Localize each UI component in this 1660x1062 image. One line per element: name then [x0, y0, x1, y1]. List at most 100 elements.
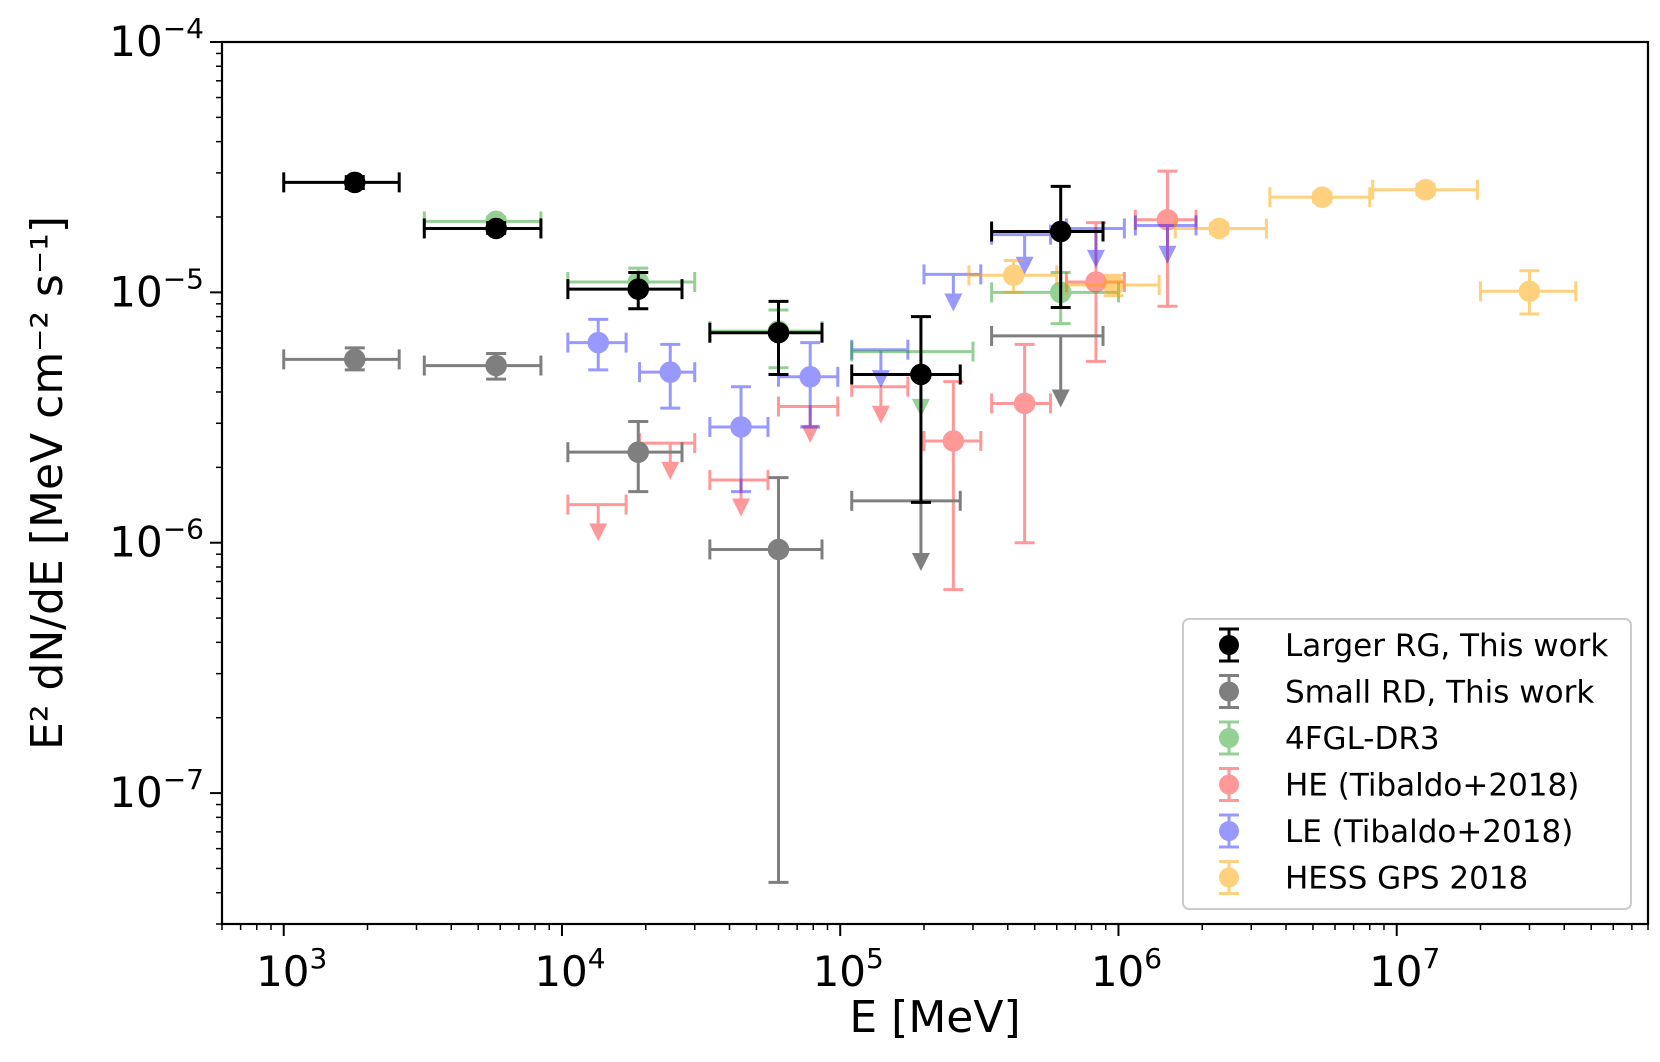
- legend-label: Small RD, This work: [1285, 675, 1594, 711]
- data-point: [1518, 280, 1541, 303]
- data-point: [1208, 217, 1230, 240]
- data-point: [910, 363, 932, 386]
- data-point-group: [1064, 218, 1126, 268]
- data-point: [1311, 186, 1334, 208]
- series-4: [566, 215, 1198, 494]
- legend-item: LE (Tibaldo+2018): [1219, 813, 1573, 850]
- data-point-group: [422, 217, 543, 240]
- data-point-group: [922, 380, 983, 592]
- upper-limit-arrow: [944, 293, 963, 312]
- data-point-group: [566, 419, 684, 494]
- data-point-group: [566, 494, 628, 542]
- data-point: [1013, 392, 1036, 415]
- legend-item: HE (Tibaldo+2018): [1219, 767, 1579, 804]
- data-point-group: [776, 396, 840, 443]
- upper-limit-arrow: [1158, 245, 1177, 264]
- data-point: [1085, 271, 1107, 293]
- y-axis-label: E² dN/dE [MeV cm⁻² s⁻¹]: [22, 216, 73, 750]
- data-point-group: [1064, 273, 1161, 298]
- data-point-group: [776, 341, 840, 429]
- upper-limit-arrow: [732, 498, 751, 517]
- data-point-group: [566, 271, 684, 311]
- data-point-group: [708, 299, 824, 376]
- data-point-group: [638, 342, 697, 410]
- x-tick-label: 103: [256, 942, 327, 996]
- data-point-group: [566, 317, 628, 372]
- x-tick-label: 106: [1091, 942, 1162, 996]
- data-point-group: [708, 385, 770, 494]
- data-point: [730, 416, 752, 438]
- upper-limit-arrow: [871, 405, 890, 424]
- data-point-group: [1133, 169, 1198, 308]
- legend-box: [1182, 618, 1632, 910]
- data-point: [659, 361, 682, 383]
- data-point: [344, 348, 366, 371]
- y-tick-label: 10−4: [109, 12, 204, 66]
- data-point: [1049, 220, 1072, 243]
- series-5: [967, 178, 1578, 316]
- legend-item: 4FGL-DR3: [1219, 720, 1440, 757]
- data-point: [587, 331, 609, 354]
- legend-marker: [1219, 627, 1239, 663]
- data-point: [1102, 274, 1125, 296]
- data-point: [799, 366, 821, 388]
- data-point: [767, 321, 790, 344]
- upper-limit-arrow: [1051, 389, 1070, 408]
- legend-marker: [1219, 674, 1239, 709]
- legend-marker: [1219, 767, 1239, 802]
- data-point: [485, 354, 507, 377]
- data-point: [1414, 178, 1437, 201]
- y-tick-label: 10−7: [109, 763, 204, 817]
- upper-limit-arrow: [801, 424, 820, 443]
- x-tick-label: 104: [534, 942, 605, 996]
- upper-limit-arrow: [661, 461, 680, 480]
- plot-frame: [220, 40, 1650, 926]
- data-point-group: [422, 351, 543, 381]
- data-point: [344, 171, 366, 194]
- data-point: [1156, 208, 1179, 231]
- data-point-group: [990, 184, 1105, 310]
- legend-item: Larger RG, This work: [1219, 627, 1608, 664]
- legend: Larger RG, This work Small RD, This work 4…: [1182, 618, 1632, 910]
- axis-ticks: 103 104 105 106 107 10−7 10−6 10−5 10−4: [109, 12, 1649, 996]
- y-tick-label: 10−6: [109, 513, 204, 567]
- legend-label: HE (Tibaldo+2018): [1285, 768, 1579, 804]
- series-1: [282, 325, 1105, 884]
- data-point-group: [850, 376, 910, 424]
- legend-marker: [1219, 860, 1239, 895]
- data-point: [1002, 264, 1025, 287]
- upper-limit-arrow: [589, 523, 608, 542]
- legend-point: [1219, 774, 1239, 795]
- legend-label: LE (Tibaldo+2018): [1285, 814, 1573, 850]
- legend-point: [1219, 728, 1239, 748]
- data-point: [627, 278, 650, 300]
- data-point-group: [850, 490, 962, 571]
- data-point-group: [1173, 217, 1268, 240]
- data-point: [485, 217, 507, 240]
- data-marks: [282, 169, 1578, 884]
- x-axis-label: E [MeV]: [849, 992, 1020, 1043]
- data-point-group: [1268, 186, 1372, 208]
- data-point: [942, 430, 965, 452]
- data-point-group: [1371, 178, 1479, 201]
- legend-marker: [1219, 720, 1239, 756]
- legend-item: HESS GPS 2018: [1219, 860, 1528, 897]
- data-point-group: [708, 476, 824, 884]
- data-point-group: [282, 171, 401, 194]
- data-point-group: [708, 470, 770, 517]
- data-point: [767, 538, 790, 561]
- legend-point: [1219, 681, 1239, 702]
- legend-marker: [1219, 813, 1239, 849]
- legend-label: HESS GPS 2018: [1285, 861, 1528, 897]
- x-tick-label: 107: [1369, 942, 1440, 996]
- data-point-group: [282, 346, 401, 372]
- data-point: [627, 441, 650, 463]
- upper-limit-arrow: [1086, 249, 1105, 268]
- legend-point: [1219, 867, 1239, 888]
- legend-item: Small RD, This work: [1219, 674, 1594, 711]
- x-tick-label: 105: [813, 942, 884, 996]
- data-point-group: [990, 325, 1105, 408]
- upper-limit-arrow: [911, 552, 930, 571]
- data-point-group: [1478, 269, 1578, 316]
